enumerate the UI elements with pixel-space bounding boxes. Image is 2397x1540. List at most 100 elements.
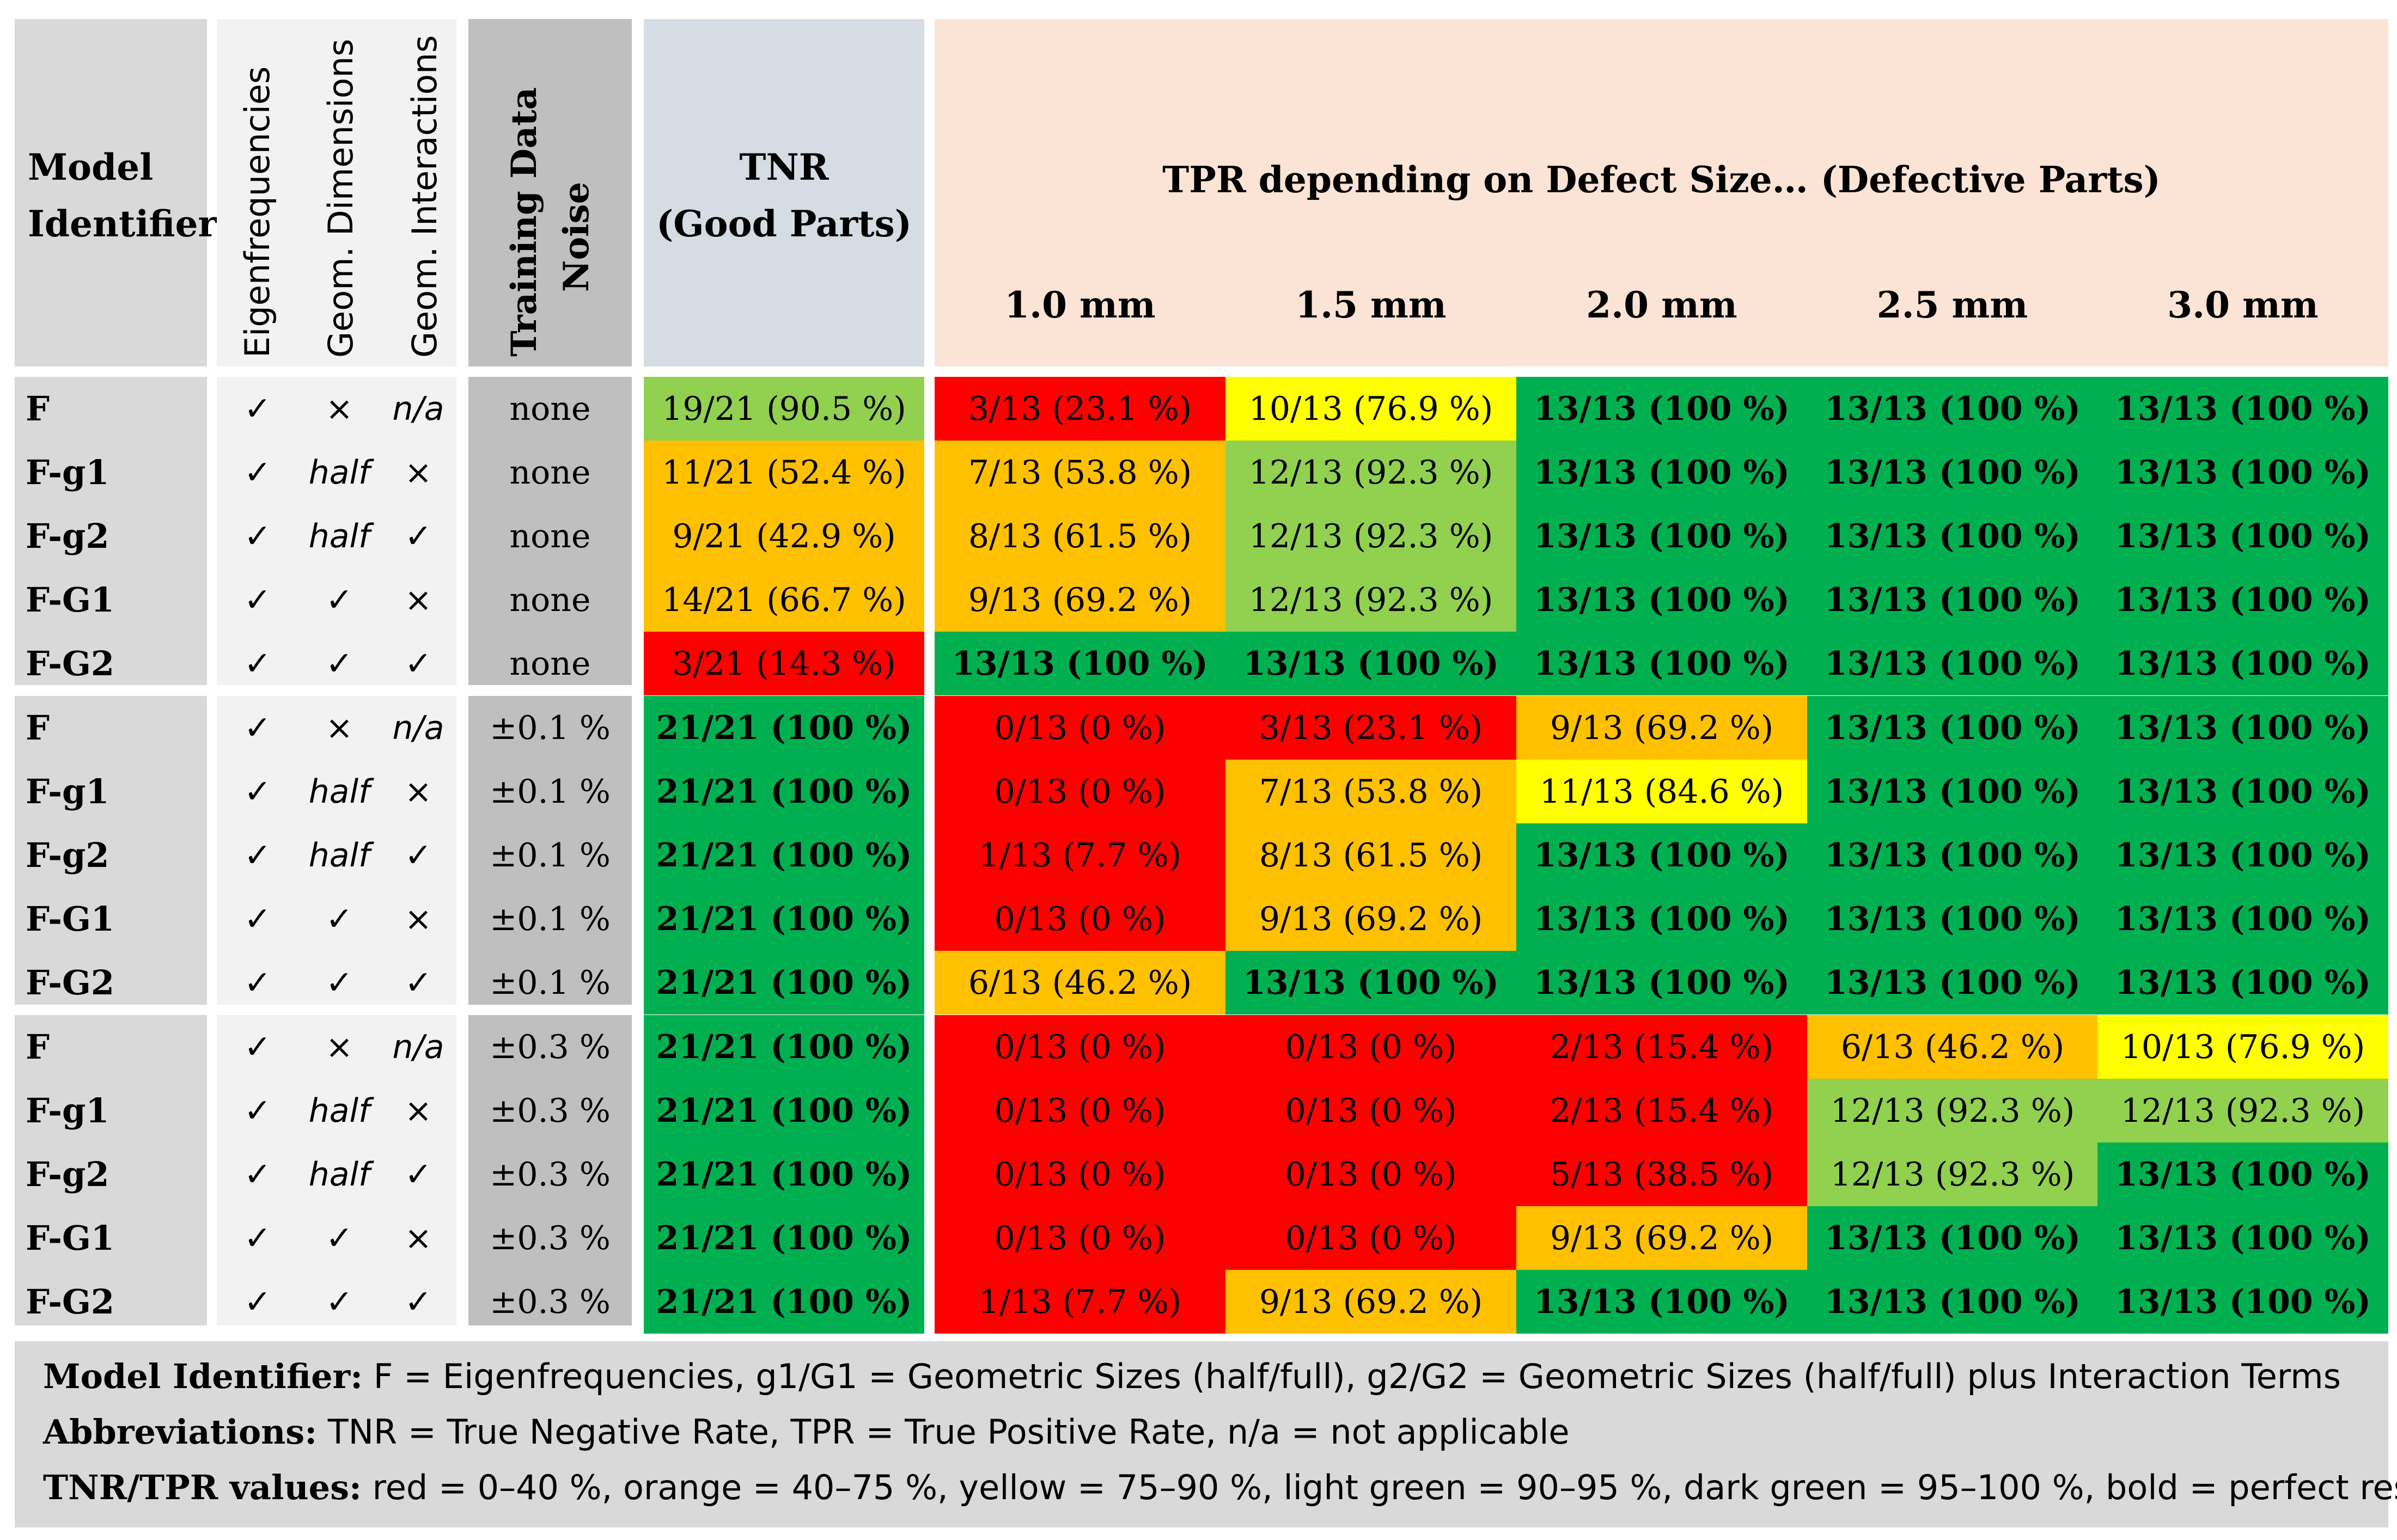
training-noise-value: none — [509, 644, 591, 683]
tpr-value: 11/13 (84.6 %) — [1516, 760, 1807, 823]
tnr-sublabel: (Good Parts) — [656, 203, 912, 245]
geom-interactions-mark: × — [404, 1091, 432, 1130]
eigenfrequencies-mark: ✓ — [243, 389, 272, 428]
training-noise-value: none — [509, 389, 591, 428]
model-id: F-g1 — [26, 1091, 109, 1130]
tpr-value: 3/13 (23.1 %) — [935, 377, 1225, 441]
geom-interactions-mark: × — [404, 772, 432, 811]
defect-size-3: 2.0 mm — [1586, 284, 1737, 326]
tnr-value: 21/21 (100 %) — [644, 760, 924, 823]
geom-dimensions-header: Geom. Dimensions — [321, 39, 361, 358]
model-identifier-line2: Identifier — [28, 203, 217, 245]
tpr-value: 8/13 (61.5 %) — [1225, 823, 1516, 887]
header-training-noise: Training Data Noise — [468, 19, 632, 366]
group3-noise-bg — [468, 1015, 632, 1325]
legend-values-label: TNR/TPR values: — [43, 1468, 362, 1507]
tnr-value: 21/21 (100 %) — [644, 1079, 924, 1142]
training-noise-value: ±0.3 % — [490, 1219, 611, 1257]
tpr-value: 13/13 (100 %) — [1516, 951, 1807, 1015]
tpr-value: 13/13 (100 %) — [2097, 887, 2388, 951]
geom-dimensions-mark: × — [325, 708, 353, 747]
eigenfrequencies-mark: ✓ — [243, 963, 272, 1002]
tpr-value: 13/13 (100 %) — [2097, 1270, 2388, 1334]
tpr-value: 9/13 (69.2 %) — [1225, 1270, 1516, 1334]
tpr-value: 13/13 (100 %) — [2097, 441, 2388, 504]
legend-abbreviations: Abbreviations: TNR = True Negative Rate,… — [43, 1412, 1570, 1452]
eigenfrequencies-mark: ✓ — [243, 580, 272, 619]
tpr-value: 0/13 (0 %) — [935, 887, 1225, 951]
tpr-value: 13/13 (100 %) — [1516, 568, 1807, 632]
model-id: F-g1 — [26, 772, 109, 811]
tpr-value: 0/13 (0 %) — [1225, 1015, 1516, 1079]
tnr-value: 21/21 (100 %) — [644, 1206, 924, 1270]
model-id: F-G1 — [26, 1218, 115, 1258]
training-noise-value: none — [509, 580, 591, 619]
group2-noise-bg — [468, 696, 632, 1015]
tnr-label: TNR — [739, 146, 829, 188]
tpr-value: 3/13 (23.1 %) — [1225, 696, 1516, 760]
header-model-identifier: Model Identifier — [15, 19, 217, 366]
tpr-value: 0/13 (0 %) — [1225, 1079, 1516, 1142]
training-noise-value: ±0.1 % — [490, 836, 611, 875]
geom-interactions-mark: ✓ — [404, 1282, 432, 1321]
training-noise-line2: Noise — [556, 181, 597, 292]
tpr-value: 12/13 (92.3 %) — [1807, 1142, 2098, 1206]
tpr-value: 6/13 (46.2 %) — [1807, 1015, 2098, 1079]
geom-interactions-mark: × — [404, 580, 432, 619]
legend-abbreviations-text: TNR = True Negative Rate, TPR = True Pos… — [317, 1412, 1570, 1452]
model-identifier-line1: Model — [28, 146, 154, 188]
tpr-value: 13/13 (100 %) — [1807, 377, 2098, 441]
legend-model-identifier: Model Identifier: F = Eigenfrequencies, … — [43, 1356, 2341, 1396]
tpr-value: 9/13 (69.2 %) — [1516, 1206, 1807, 1270]
tpr-value: 13/13 (100 %) — [1225, 632, 1516, 695]
tpr-value: 10/13 (76.9 %) — [2097, 1015, 2388, 1079]
tpr-value: 2/13 (15.4 %) — [1516, 1079, 1807, 1142]
group3-id-bg — [15, 1015, 207, 1325]
tpr-value: 13/13 (100 %) — [2097, 1142, 2388, 1206]
tpr-value: 13/13 (100 %) — [2097, 1206, 2388, 1270]
legend-values-text: red = 0–40 %, orange = 40–75 %, yellow =… — [361, 1468, 2397, 1507]
training-noise-value: ±0.3 % — [490, 1155, 611, 1194]
geom-dimensions-mark: ✓ — [325, 963, 353, 1002]
tpr-value: 6/13 (46.2 %) — [935, 951, 1225, 1015]
tpr-value: 13/13 (100 %) — [1807, 504, 2098, 568]
tpr-value: 12/13 (92.3 %) — [1225, 568, 1516, 632]
geom-dimensions-mark: ✓ — [325, 1282, 353, 1321]
eigenfrequencies-header: Eigenfrequencies — [237, 66, 277, 358]
tpr-value: 0/13 (0 %) — [1225, 1206, 1516, 1270]
training-noise-header: Training Data Noise — [498, 87, 603, 357]
tpr-value: 13/13 (100 %) — [1807, 568, 2098, 632]
tpr-value: 0/13 (0 %) — [935, 1015, 1225, 1079]
training-noise-value: none — [509, 517, 591, 555]
tpr-value: 13/13 (100 %) — [2097, 568, 2388, 632]
eigenfrequencies-mark: ✓ — [243, 772, 272, 811]
eigenfrequencies-mark: ✓ — [243, 1219, 272, 1257]
geom-dimensions-mark: half — [308, 772, 370, 811]
tpr-value: 13/13 (100 %) — [1807, 696, 2098, 760]
model-id: F-g2 — [26, 835, 109, 875]
geom-dimensions-mark: × — [325, 389, 353, 428]
geom-interactions-mark: n/a — [392, 389, 444, 428]
model-id: F-g1 — [26, 453, 109, 492]
tnr-value: 21/21 (100 %) — [644, 696, 924, 760]
training-noise-value: ±0.1 % — [490, 963, 611, 1002]
geom-interactions-mark: ✓ — [404, 963, 432, 1002]
legend-model-identifier-label: Model Identifier: — [43, 1356, 363, 1396]
tnr-value: 21/21 (100 %) — [644, 1015, 924, 1079]
tpr-value: 12/13 (92.3 %) — [1807, 1079, 2098, 1142]
group2-features-bg — [217, 696, 456, 1015]
training-noise-value: ±0.3 % — [490, 1091, 611, 1130]
tpr-value: 12/13 (92.3 %) — [2097, 1079, 2388, 1142]
tnr-value: 19/21 (90.5 %) — [644, 377, 924, 441]
tpr-value: 13/13 (100 %) — [2097, 760, 2388, 823]
eigenfrequencies-mark: ✓ — [243, 644, 272, 683]
tpr-value: 9/13 (69.2 %) — [1225, 887, 1516, 951]
geom-interactions-mark: n/a — [392, 1028, 444, 1066]
geom-dimensions-mark: half — [308, 453, 370, 492]
eigenfrequencies-mark: ✓ — [243, 453, 272, 492]
eigenfrequencies-mark: ✓ — [243, 1155, 272, 1194]
tpr-value: 13/13 (100 %) — [1807, 441, 2098, 504]
defect-size-2: 1.5 mm — [1295, 284, 1447, 326]
model-id: F-g2 — [26, 516, 109, 556]
geom-dimensions-mark: ✓ — [325, 900, 353, 938]
